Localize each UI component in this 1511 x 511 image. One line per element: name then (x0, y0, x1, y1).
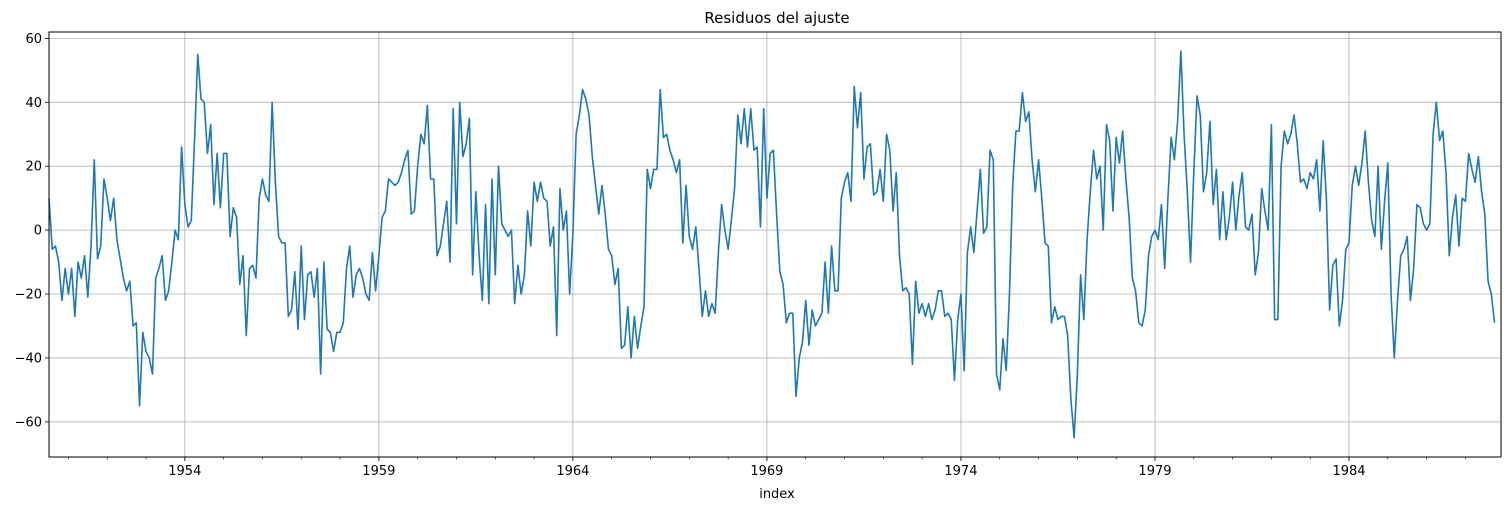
x-tick-label: 1974 (944, 464, 977, 479)
x-tick-label: 1954 (168, 464, 201, 479)
y-tick-label: 0 (34, 224, 42, 239)
chart-title: Residuos del ajuste (704, 9, 849, 27)
y-tick-label: 40 (25, 96, 42, 111)
x-tick-label: 1969 (750, 464, 783, 479)
y-tick-label: 60 (25, 32, 42, 47)
tick-layer: −60 −40 −20 0 20 40 60 1954 1959 1964 1969 1974 1979… (15, 32, 1466, 479)
x-tick-label: 1959 (362, 464, 395, 479)
x-tick-label: 1979 (1138, 464, 1171, 479)
y-tick-label: −20 (15, 288, 42, 303)
series-line (48, 50, 1496, 439)
y-tick-label: −60 (15, 415, 42, 430)
x-axis-label: index (759, 487, 795, 502)
series-layer (48, 50, 1496, 439)
y-tick-label: 20 (25, 160, 42, 175)
plot-frame (48, 31, 1502, 458)
x-tick-label: 1964 (556, 464, 589, 479)
grid-lines (49, 32, 1501, 457)
y-tick-label: −40 (15, 351, 42, 366)
x-tick-label: 1984 (1332, 464, 1365, 479)
